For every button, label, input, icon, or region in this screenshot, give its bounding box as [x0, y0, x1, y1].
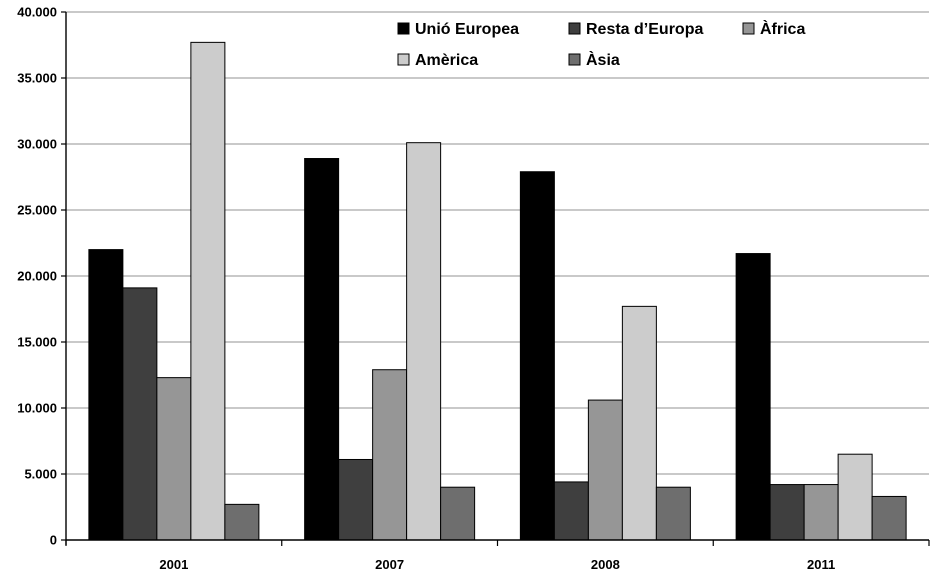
legend-swatch: [568, 53, 581, 66]
bar: [803, 484, 839, 541]
bar: [88, 249, 124, 541]
bar: [372, 369, 408, 541]
y-tick-label: 5.000: [24, 467, 57, 482]
x-axis-ticks: 2001 2007 2008 2011: [65, 540, 930, 572]
legend-swatch: [397, 53, 410, 66]
bar: [190, 41, 226, 541]
legend-swatch: [397, 22, 410, 35]
bar: [122, 287, 158, 541]
x-tick-label: 2008: [591, 557, 620, 572]
bar: [735, 253, 771, 541]
legend: Unió Europea Resta d’Europa Àfrica Amèrica À…: [397, 19, 805, 69]
bar: [304, 158, 340, 541]
y-tick-label: 20.000: [17, 269, 57, 284]
y-tick-label: 40.000: [17, 5, 57, 20]
y-tick-label: 30.000: [17, 137, 57, 152]
y-tick-label: 15.000: [17, 335, 57, 350]
legend-label: Àfrica: [760, 19, 805, 38]
bar: [837, 453, 873, 541]
legend-swatch: [742, 22, 755, 35]
bars: [88, 41, 907, 541]
legend-swatch: [568, 22, 581, 35]
bar: [440, 486, 476, 541]
x-tick-label: 2007: [375, 557, 404, 572]
bar: [871, 495, 907, 541]
bar: [553, 481, 589, 541]
bar: [587, 399, 623, 541]
y-tick-label: 0: [50, 533, 57, 548]
y-tick-label: 10.000: [17, 401, 57, 416]
legend-label: Unió Europea: [415, 21, 519, 38]
bar: [338, 458, 374, 541]
legend-label: Àsia: [586, 50, 620, 69]
x-tick-label: 2001: [159, 557, 188, 572]
x-tick-label: 2011: [807, 557, 835, 572]
bar: [769, 484, 805, 541]
y-axis-ticks: 0 5.000 10.000 15.000 20.000 25.000 30.000 35.0…: [17, 5, 66, 548]
bar: [519, 171, 555, 541]
y-tick-label: 25.000: [17, 203, 57, 218]
bar: [655, 486, 691, 541]
bar: [156, 377, 192, 541]
legend-label: Amèrica: [415, 52, 478, 69]
y-tick-label: 35.000: [17, 71, 57, 86]
bar: [621, 305, 657, 541]
bar: [224, 503, 260, 541]
legend-label: Resta d’Europa: [586, 21, 703, 38]
bar: [406, 142, 442, 541]
